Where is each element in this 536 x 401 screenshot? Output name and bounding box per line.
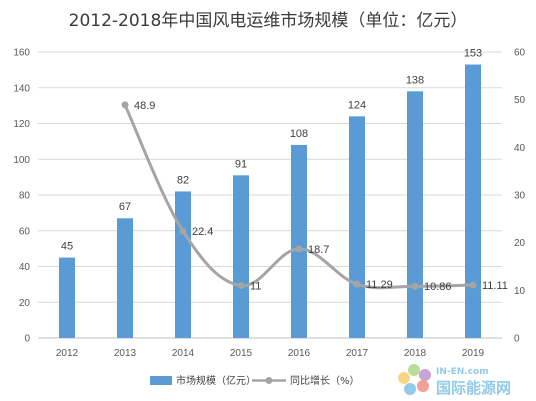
x-tick-label: 2019 [462,348,485,359]
y-left-tick-label: 120 [13,119,30,130]
bar [175,191,191,338]
bar [233,175,249,338]
bar [291,144,307,338]
y-right-tick-label: 20 [514,238,526,249]
bar-data-label: 153 [464,48,482,60]
y-left-tick-label: 60 [19,226,31,237]
line-data-label: 11.11 [482,280,508,292]
y-left-tick-label: 0 [24,334,30,345]
bar-data-label: 138 [406,74,424,86]
bar-data-labels: 45 67 82 91 108 124 138 153 [61,48,482,253]
bar-series [59,64,481,338]
line-data-labels: 48.9 22.4 11 18.7 11.29 10.86 11.11 [134,100,508,293]
line-point [469,281,477,289]
line-data-label: 22.4 [192,226,213,238]
bar [349,116,365,338]
line-data-label: 11 [250,281,261,293]
y-right-tick-label: 30 [514,191,526,202]
legend-line-marker [265,377,273,384]
legend: 市场规模（亿元） 同比增长（%） [150,374,360,387]
bar-data-label: 124 [348,99,366,111]
flower-logo-icon [398,364,431,395]
bar [407,91,423,338]
line-data-label: 18.7 [308,244,329,256]
chart-title: 2012-2018年中国风电运维市场规模（单位：亿元） [69,11,468,31]
legend-bar-swatch [150,376,172,385]
y-axis-right: 0 10 20 30 40 50 60 [514,48,526,345]
y-axis-left: 0 20 40 60 80 100 120 140 160 [13,48,30,345]
x-tick-label: 2013 [114,348,137,359]
line-point [411,282,419,290]
bar-data-label: 91 [235,158,247,170]
line-series [121,101,477,290]
bar [59,257,75,338]
watermark-logo: IN-EN.com 国际能源网 [398,364,511,397]
gridlines [38,51,502,303]
line-point [179,227,187,235]
bar-data-label: 67 [119,201,131,213]
y-left-tick-label: 140 [13,83,30,94]
line-point [237,282,245,290]
y-right-tick-label: 0 [514,334,520,345]
y-left-tick-label: 40 [19,262,31,273]
x-tick-label: 2012 [56,348,79,359]
x-axis: 2012 2013 2014 2015 2016 2017 2018 2019 [38,337,502,359]
line-data-label: 11.29 [366,279,393,291]
x-tick-label: 2015 [230,348,253,359]
x-tick-label: 2014 [172,348,195,359]
line-point [121,101,129,109]
y-left-tick-label: 100 [13,155,30,166]
y-right-tick-label: 40 [514,143,526,154]
growth-line [123,104,474,290]
legend-bar-label: 市场规模（亿元） [176,374,256,387]
watermark-subtext: IN-EN.com [436,367,489,377]
y-left-tick-label: 160 [13,48,30,59]
bar-data-label: 82 [177,174,189,186]
bar [465,64,481,338]
y-right-tick-label: 60 [514,48,526,59]
x-tick-label: 2016 [288,348,311,359]
bar-data-label: 108 [290,128,308,140]
watermark-text: 国际能源网 [436,379,511,397]
line-point [353,280,361,288]
y-left-tick-label: 20 [19,298,31,309]
line-data-label: 48.9 [134,100,155,112]
line-data-label: 10.86 [424,281,452,293]
bar [117,218,133,338]
y-right-tick-label: 10 [514,286,526,297]
y-right-tick-label: 50 [514,95,526,106]
line-point [295,245,303,253]
bar-data-label: 45 [61,241,73,253]
legend-line-label: 同比增长（%） [290,374,360,387]
x-tick-label: 2017 [346,348,369,359]
x-tick-label: 2018 [404,348,427,359]
y-left-tick-label: 80 [19,191,31,202]
